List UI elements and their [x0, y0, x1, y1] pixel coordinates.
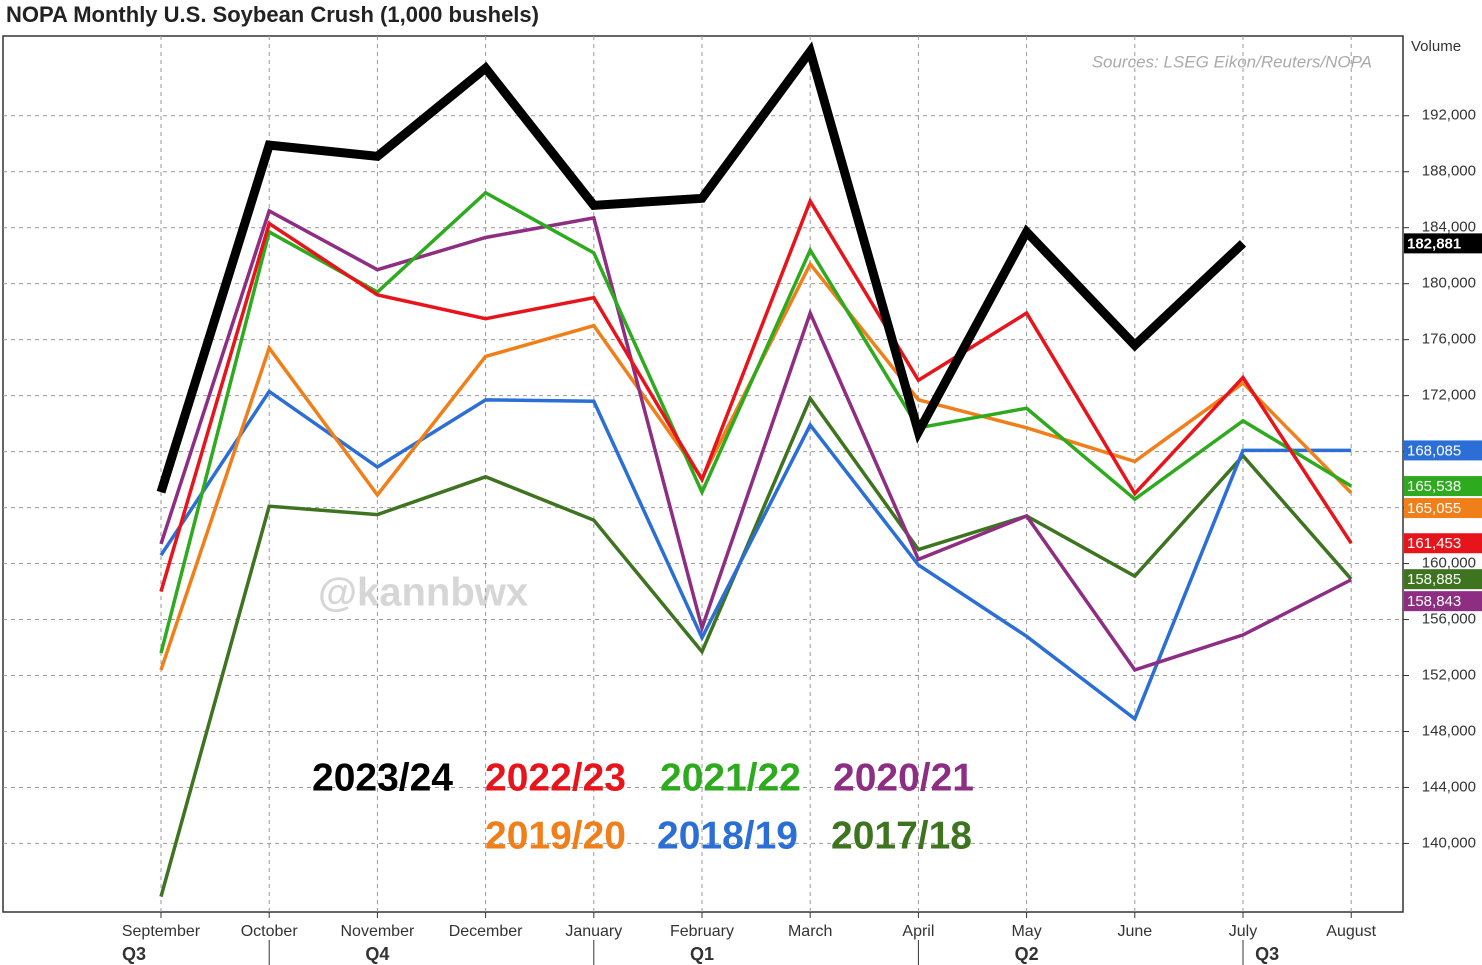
- value-tag: [1404, 440, 1482, 461]
- legend-entry: 2017/18: [831, 814, 972, 857]
- value-tag: [1404, 476, 1482, 497]
- y-tick-label: 152,000: [1422, 666, 1476, 683]
- value-tag: [1404, 498, 1482, 519]
- y-tick-label: 184,000: [1422, 219, 1476, 236]
- legend-entry: 2021/22: [660, 756, 801, 799]
- value-label: 182,881: [1407, 235, 1461, 252]
- quarter-label: Q2: [1015, 944, 1039, 964]
- y-tick-label: 192,000: [1422, 107, 1476, 124]
- y-tick-label: 140,000: [1422, 834, 1476, 851]
- y-tick-label: 160,000: [1422, 555, 1476, 572]
- legend-entry: 2019/20: [485, 814, 626, 857]
- plot-frame: [2, 35, 1404, 913]
- value-label: 161,453: [1407, 535, 1461, 552]
- value-label: 165,538: [1407, 478, 1461, 495]
- x-tick-label: March: [788, 923, 832, 940]
- quarter-label: Q4: [365, 944, 389, 964]
- chart-title: NOPA Monthly U.S. Soybean Crush (1,000 b…: [6, 2, 539, 27]
- watermark: @kannbwx: [318, 571, 528, 615]
- y-axis-label: Volume: [1411, 38, 1461, 55]
- value-label: 165,055: [1407, 500, 1461, 517]
- series-line: [159, 208, 1352, 672]
- y-tick-label: 172,000: [1422, 387, 1476, 404]
- value-tag: [1404, 533, 1482, 554]
- x-tick-label: September: [122, 923, 201, 940]
- series-line: [156, 41, 1247, 494]
- x-tick-label: October: [241, 923, 299, 940]
- x-tick-label: December: [449, 923, 523, 940]
- quarter-label: Q1: [690, 944, 714, 964]
- quarter-label: Q3: [1255, 944, 1279, 964]
- value-label: 158,885: [1407, 571, 1461, 588]
- source-note: Sources: LSEG Eikon/Reuters/NOPA: [1092, 52, 1372, 71]
- series-line: [159, 197, 1353, 593]
- x-tick-label: January: [565, 923, 622, 940]
- value-tag: [1404, 233, 1482, 254]
- series-line: [159, 394, 1353, 898]
- legend-entry: 2020/21: [833, 756, 974, 799]
- y-tick-label: 176,000: [1422, 331, 1476, 348]
- x-tick-label: February: [670, 923, 734, 940]
- value-label: 158,843: [1407, 593, 1461, 610]
- value-tag: [1404, 569, 1482, 590]
- legend-entry: 2022/23: [485, 756, 626, 799]
- legend-entry: 2023/24: [312, 756, 453, 799]
- y-tick-label: 144,000: [1422, 778, 1476, 795]
- value-label: 168,085: [1407, 442, 1461, 459]
- x-tick-label: November: [340, 923, 414, 940]
- x-tick-label: May: [1011, 923, 1041, 940]
- y-tick-label: 188,000: [1422, 163, 1476, 180]
- value-tag: [1404, 591, 1482, 612]
- y-tick-label: 148,000: [1422, 722, 1476, 739]
- y-tick-label: 180,000: [1422, 275, 1476, 292]
- series-line: [159, 388, 1352, 722]
- x-tick-label: June: [1117, 923, 1152, 940]
- x-tick-label: August: [1326, 923, 1376, 940]
- y-tick-label: 156,000: [1422, 611, 1476, 628]
- x-tick-label: April: [902, 923, 934, 940]
- legend-entry: 2018/19: [657, 814, 798, 857]
- x-tick-label: July: [1229, 923, 1257, 940]
- quarter-label: Q3: [122, 944, 146, 964]
